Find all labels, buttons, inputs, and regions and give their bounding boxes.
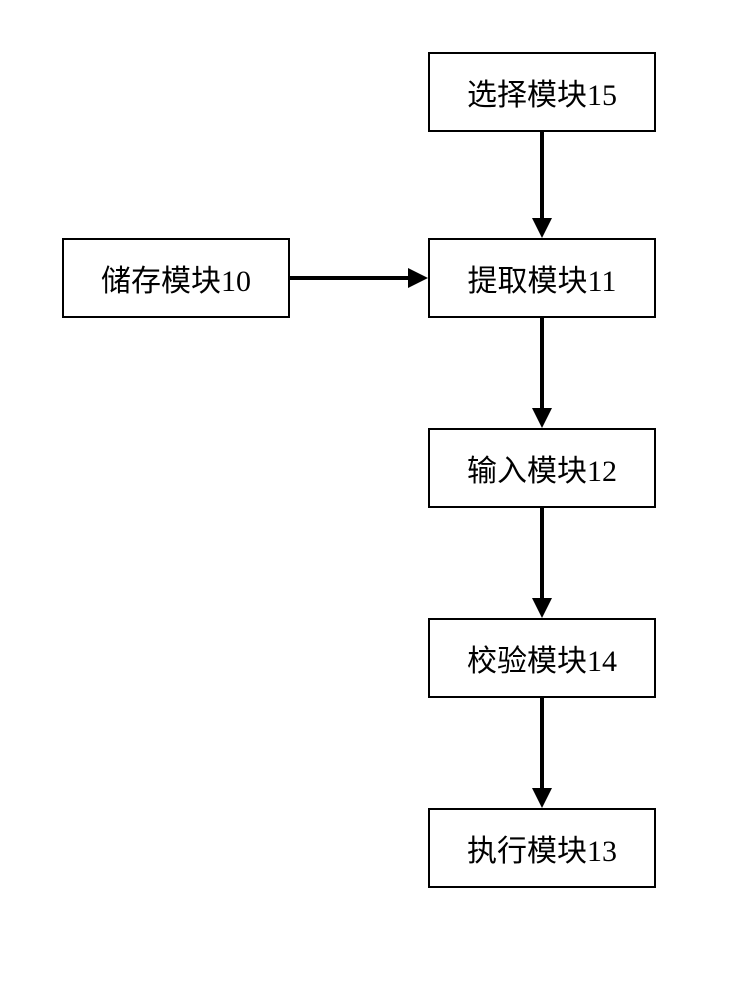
- arrow-line: [540, 318, 544, 408]
- arrow-head-icon: [532, 788, 552, 808]
- node-label: 提取模块11: [468, 256, 617, 300]
- arrow-head-icon: [532, 218, 552, 238]
- arrow-line: [540, 132, 544, 218]
- node-execute-module: 执行模块13: [428, 808, 656, 888]
- node-label: 校验模块14: [467, 636, 617, 680]
- node-label: 执行模块13: [467, 826, 617, 870]
- node-input-module: 输入模块12: [428, 428, 656, 508]
- node-select-module: 选择模块15: [428, 52, 656, 132]
- arrow-head-icon: [532, 408, 552, 428]
- arrow-line: [290, 276, 408, 280]
- node-extract-module: 提取模块11: [428, 238, 656, 318]
- flowchart-canvas: 选择模块15 储存模块10 提取模块11 输入模块12 校验模块14 执行模块1…: [0, 0, 747, 1000]
- node-label: 输入模块12: [467, 446, 617, 490]
- arrow-line: [540, 698, 544, 788]
- node-storage-module: 储存模块10: [62, 238, 290, 318]
- arrow-head-icon: [532, 598, 552, 618]
- arrow-head-icon: [408, 268, 428, 288]
- node-label: 选择模块15: [467, 70, 617, 114]
- arrow-line: [540, 508, 544, 598]
- node-label: 储存模块10: [101, 256, 251, 300]
- node-verify-module: 校验模块14: [428, 618, 656, 698]
